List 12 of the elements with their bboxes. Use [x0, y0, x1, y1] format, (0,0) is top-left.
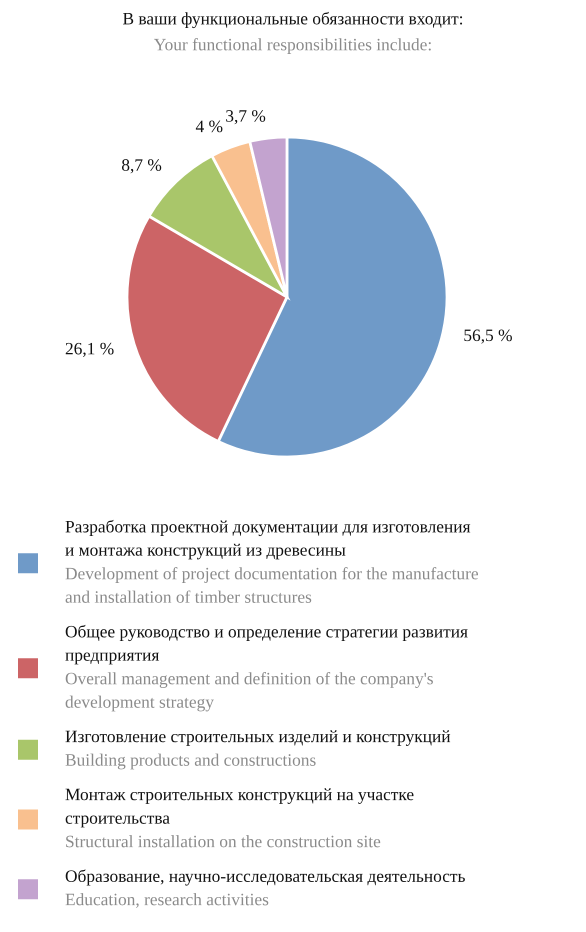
- legend-label: Общее руководство и определение стратегии развития предприятия Overall management and definition of the company's development strategy: [65, 624, 468, 712]
- legend-label: Изготовление строительных изделий и конструкций Building products and constructions: [66, 730, 450, 770]
- legend-label: Разработка проектной документации для изготовления и монтажа конструкций из древесины Development of project documentation for the manufacture and installation of timber structures: [65, 520, 478, 603]
- data-label: 4 %: [196, 120, 222, 132]
- legend-label: Образование, научно-исследовательская деятельность Education, research activities: [66, 869, 465, 908]
- data-label: 8,7 %: [122, 159, 162, 174]
- legend-label: Монтаж строительных конструкций на участке строительства Structural installation on the construction site: [66, 788, 414, 848]
- chart-subtitle: Your functional responsibilities include:: [154, 38, 431, 54]
- data-label: 56,5 %: [464, 329, 512, 344]
- data-label: 26,1 %: [66, 342, 114, 357]
- chart-title: В ваши функциональные обязанности входит:: [123, 12, 462, 28]
- data-label: 3,7 %: [226, 110, 266, 124]
